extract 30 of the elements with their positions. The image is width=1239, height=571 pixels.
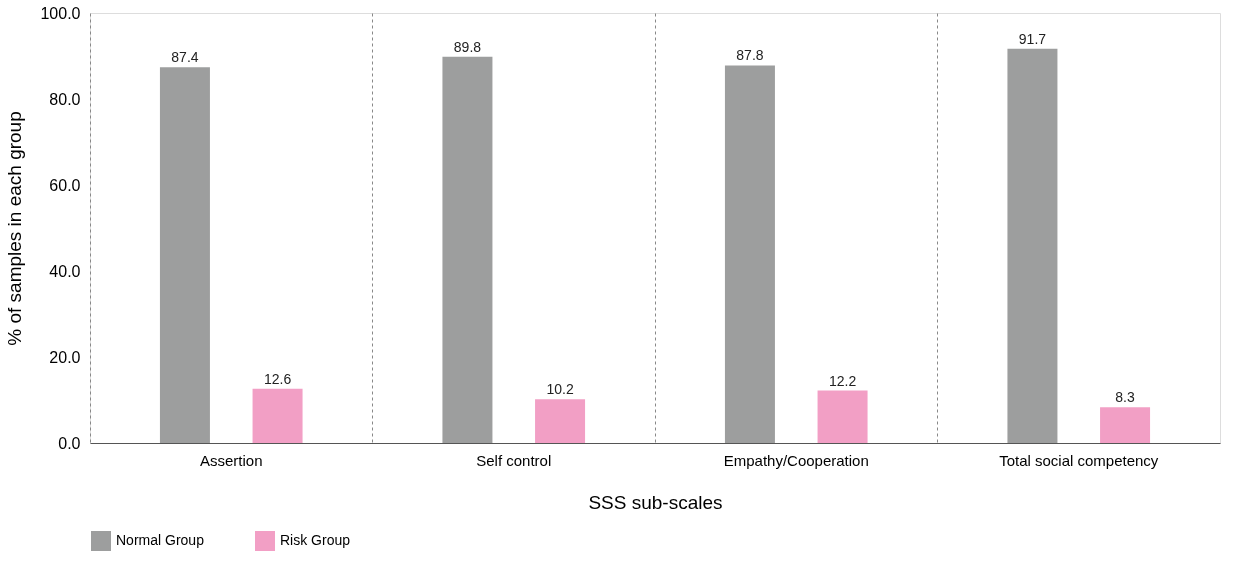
data-label: 12.2 [828, 372, 857, 389]
y-tick-label: 80.0 [49, 90, 81, 108]
legend-label: Normal Group [116, 532, 205, 548]
data-label: 87.8 [736, 47, 764, 64]
data-label: 8.3 [1115, 389, 1135, 406]
data-label: 87.4 [171, 49, 199, 66]
bar [817, 390, 868, 443]
data-label: 12.6 [263, 370, 292, 387]
data-label: 89.8 [453, 38, 482, 55]
x-tick-label: Empathy/Cooperation [723, 451, 869, 469]
y-tick-label: 0.0 [58, 434, 81, 452]
y-tick-label: 100.0 [40, 4, 81, 22]
x-tick-label: Total social competency [999, 451, 1159, 469]
bar [535, 399, 586, 443]
x-tick-label: Self control [476, 451, 552, 469]
bar [1100, 407, 1151, 443]
bar [442, 56, 493, 443]
bar [1007, 48, 1058, 443]
y-tick-label: 40.0 [49, 262, 81, 280]
y-tick-label: 20.0 [49, 348, 81, 366]
y-tick-label: 60.0 [49, 176, 81, 194]
data-label: 10.2 [546, 381, 574, 398]
x-axis-title: SSS sub-scales [588, 491, 723, 513]
legend-label: Risk Group [280, 532, 351, 548]
x-tick-label: Assertion [199, 451, 263, 469]
bar [724, 65, 775, 443]
bar [252, 388, 303, 443]
y-axis-title: % of samples in each group [4, 111, 26, 346]
data-label: 91.7 [1018, 30, 1047, 47]
bar [159, 67, 210, 443]
